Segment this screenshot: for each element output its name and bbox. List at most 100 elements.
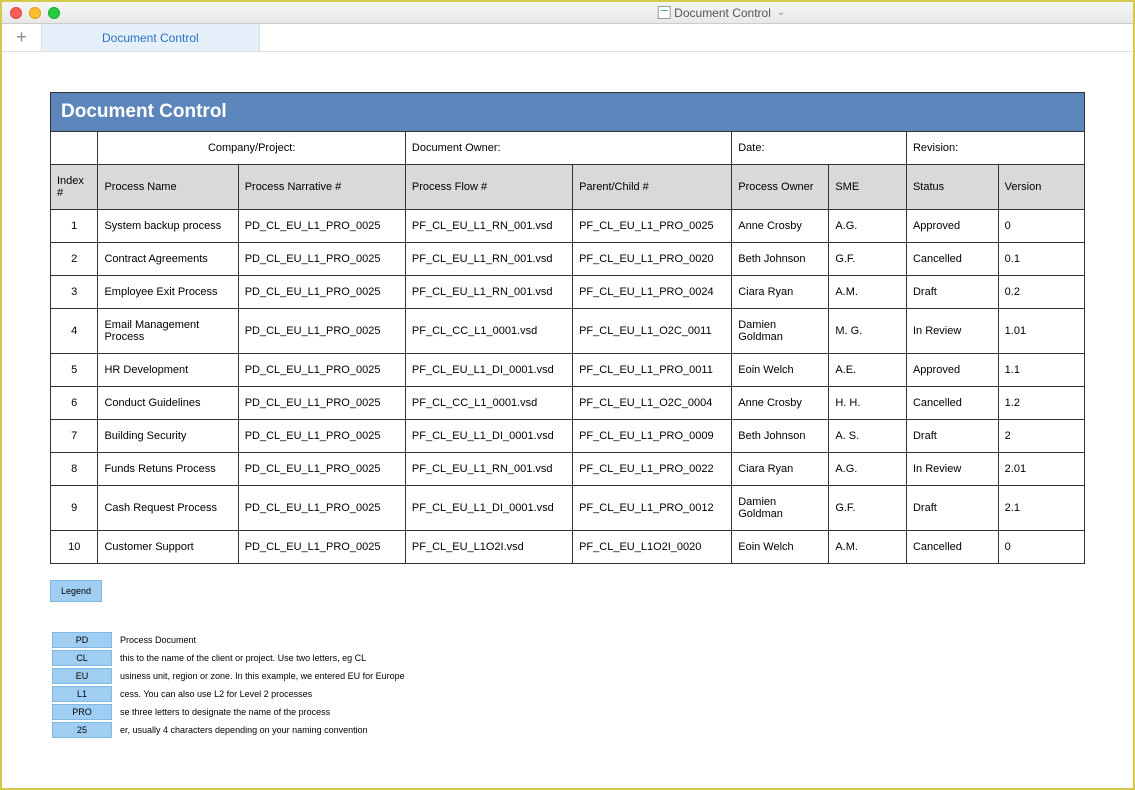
cell-version: 2.01 xyxy=(998,453,1084,486)
cell-sme: A.M. xyxy=(829,531,907,564)
cell-flow: PF_CL_EU_L1_RN_001.vsd xyxy=(405,210,572,243)
table-row[interactable]: 5HR DevelopmentPD_CL_EU_L1_PRO_0025PF_CL… xyxy=(51,354,1085,387)
cell-parent: PF_CL_EU_L1_PRO_0024 xyxy=(573,276,732,309)
cell-narrative: PD_CL_EU_L1_PRO_0025 xyxy=(238,210,405,243)
col-sme: SME xyxy=(829,165,907,210)
cell-parent: PF_CL_EU_L1_O2C_0011 xyxy=(573,309,732,354)
table-row[interactable]: 2Contract AgreementsPD_CL_EU_L1_PRO_0025… xyxy=(51,243,1085,276)
cell-owner: Ciara Ryan xyxy=(732,453,829,486)
col-version: Version xyxy=(998,165,1084,210)
cell-version: 0 xyxy=(998,210,1084,243)
cell-owner: Beth Johnson xyxy=(732,243,829,276)
col-narrative: Process Narrative # xyxy=(238,165,405,210)
cell-status: Approved xyxy=(906,354,998,387)
table-row[interactable]: 3Employee Exit ProcessPD_CL_EU_L1_PRO_00… xyxy=(51,276,1085,309)
cell-process-name: Employee Exit Process xyxy=(98,276,238,309)
legend-row: L1cess. You can also use L2 for Level 2 … xyxy=(52,686,411,702)
cell-index: 3 xyxy=(51,276,98,309)
cell-index: 10 xyxy=(51,531,98,564)
col-parent: Parent/Child # xyxy=(573,165,732,210)
cell-index: 6 xyxy=(51,387,98,420)
cell-parent: PF_CL_EU_L1O2I_0020 xyxy=(573,531,732,564)
tab-document-control[interactable]: Document Control xyxy=(42,24,260,51)
table-row[interactable]: 8Funds Retuns ProcessPD_CL_EU_L1_PRO_002… xyxy=(51,453,1085,486)
col-status: Status xyxy=(906,165,998,210)
cell-narrative: PD_CL_EU_L1_PRO_0025 xyxy=(238,243,405,276)
cell-index: 7 xyxy=(51,420,98,453)
cell-index: 5 xyxy=(51,354,98,387)
cell-version: 1.1 xyxy=(998,354,1084,387)
legend-desc: usiness unit, region or zone. In this ex… xyxy=(114,668,411,684)
cell-narrative: PD_CL_EU_L1_PRO_0025 xyxy=(238,531,405,564)
cell-sme: A. S. xyxy=(829,420,907,453)
cell-status: Cancelled xyxy=(906,387,998,420)
table-row[interactable]: 4Email Management ProcessPD_CL_EU_L1_PRO… xyxy=(51,309,1085,354)
cell-process-name: Building Security xyxy=(98,420,238,453)
maximize-window-button[interactable] xyxy=(48,7,60,19)
table-row[interactable]: 9Cash Request ProcessPD_CL_EU_L1_PRO_002… xyxy=(51,486,1085,531)
cell-status: Cancelled xyxy=(906,531,998,564)
content-area: Document Control Company/Project: Docume… xyxy=(2,52,1133,788)
page-title: Document Control xyxy=(50,92,1085,131)
legend-table: PDProcess DocumentCLthis to the name of … xyxy=(50,630,413,740)
cell-parent: PF_CL_EU_L1_PRO_0022 xyxy=(573,453,732,486)
legend-code: CL xyxy=(52,650,112,666)
cell-index: 2 xyxy=(51,243,98,276)
cell-version: 2 xyxy=(998,420,1084,453)
col-owner: Process Owner xyxy=(732,165,829,210)
cell-flow: PF_CL_CC_L1_0001.vsd xyxy=(405,387,572,420)
meta-company-label: Company/Project: xyxy=(98,132,405,165)
cell-narrative: PD_CL_EU_L1_PRO_0025 xyxy=(238,420,405,453)
minimize-window-button[interactable] xyxy=(29,7,41,19)
legend-code: L1 xyxy=(52,686,112,702)
meta-empty xyxy=(51,132,98,165)
legend-code: EU xyxy=(52,668,112,684)
legend-desc: this to the name of the client or projec… xyxy=(114,650,411,666)
table-row[interactable]: 10Customer SupportPD_CL_EU_L1_PRO_0025PF… xyxy=(51,531,1085,564)
cell-process-name: System backup process xyxy=(98,210,238,243)
cell-narrative: PD_CL_EU_L1_PRO_0025 xyxy=(238,276,405,309)
cell-owner: Anne Crosby xyxy=(732,210,829,243)
table-row[interactable]: 7Building SecurityPD_CL_EU_L1_PRO_0025PF… xyxy=(51,420,1085,453)
close-window-button[interactable] xyxy=(10,7,22,19)
meta-row: Company/Project: Document Owner: Date: R… xyxy=(51,132,1085,165)
cell-status: Approved xyxy=(906,210,998,243)
cell-owner: Eoin Welch xyxy=(732,531,829,564)
legend-code: 25 xyxy=(52,722,112,738)
cell-version: 0.1 xyxy=(998,243,1084,276)
cell-owner: Eoin Welch xyxy=(732,354,829,387)
cell-process-name: HR Development xyxy=(98,354,238,387)
col-flow: Process Flow # xyxy=(405,165,572,210)
cell-version: 0 xyxy=(998,531,1084,564)
cell-index: 4 xyxy=(51,309,98,354)
table-row[interactable]: 1System backup processPD_CL_EU_L1_PRO_00… xyxy=(51,210,1085,243)
cell-sme: A.G. xyxy=(829,210,907,243)
meta-date-label: Date: xyxy=(732,132,907,165)
legend-code: PD xyxy=(52,632,112,648)
cell-owner: Damien Goldman xyxy=(732,309,829,354)
cell-narrative: PD_CL_EU_L1_PRO_0025 xyxy=(238,387,405,420)
cell-flow: PF_CL_EU_L1_DI_0001.vsd xyxy=(405,486,572,531)
legend-row: PDProcess Document xyxy=(52,632,411,648)
cell-process-name: Conduct Guidelines xyxy=(98,387,238,420)
chevron-down-icon: ⌄ xyxy=(777,7,785,18)
new-tab-button[interactable]: + xyxy=(2,24,42,51)
cell-version: 2.1 xyxy=(998,486,1084,531)
legend-desc: Process Document xyxy=(114,632,411,648)
window-title[interactable]: Document Control ⌄ xyxy=(657,6,785,20)
meta-docowner-label: Document Owner: xyxy=(405,132,731,165)
legend-desc: cess. You can also use L2 for Level 2 pr… xyxy=(114,686,411,702)
table-row[interactable]: 6Conduct GuidelinesPD_CL_EU_L1_PRO_0025P… xyxy=(51,387,1085,420)
cell-process-name: Email Management Process xyxy=(98,309,238,354)
cell-process-name: Funds Retuns Process xyxy=(98,453,238,486)
cell-status: In Review xyxy=(906,309,998,354)
legend-button[interactable]: Legend xyxy=(50,580,102,602)
cell-status: Draft xyxy=(906,486,998,531)
document-table: Company/Project: Document Owner: Date: R… xyxy=(50,131,1085,564)
cell-parent: PF_CL_EU_L1_PRO_0011 xyxy=(573,354,732,387)
cell-sme: G.F. xyxy=(829,486,907,531)
cell-owner: Anne Crosby xyxy=(732,387,829,420)
cell-parent: PF_CL_EU_L1_PRO_0012 xyxy=(573,486,732,531)
cell-index: 9 xyxy=(51,486,98,531)
cell-owner: Beth Johnson xyxy=(732,420,829,453)
